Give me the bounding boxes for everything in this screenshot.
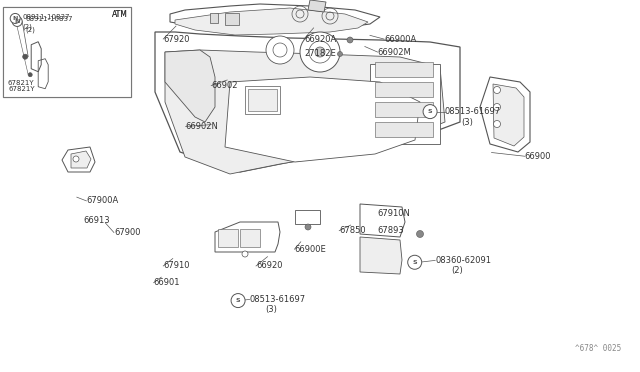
Text: 67900A: 67900A [86,196,118,205]
Text: 66902: 66902 [211,81,237,90]
Polygon shape [308,0,326,12]
Text: 67920: 67920 [163,35,189,44]
FancyBboxPatch shape [3,7,131,97]
Text: 66913: 66913 [83,216,110,225]
Text: 67893: 67893 [378,226,404,235]
Text: 66900A: 66900A [384,35,416,44]
Circle shape [347,37,353,43]
Text: 66920: 66920 [256,262,282,270]
Bar [245,86,280,114]
Text: 67821Y: 67821Y [7,80,34,86]
Text: 08360-62091: 08360-62091 [435,256,492,265]
Circle shape [315,47,325,57]
Text: 08513-61697: 08513-61697 [250,295,306,304]
Polygon shape [170,4,380,32]
Polygon shape [360,204,405,237]
Text: S: S [428,109,433,114]
Text: (2): (2) [25,26,35,33]
Text: S: S [412,260,417,265]
Circle shape [305,224,311,230]
Text: 67900: 67900 [114,228,140,237]
Bar [375,82,433,97]
Text: 66902M: 66902M [378,48,412,57]
Circle shape [10,13,20,23]
Circle shape [242,251,248,257]
Circle shape [266,36,294,64]
Text: (3): (3) [461,118,473,127]
Text: 67910N: 67910N [378,209,410,218]
Polygon shape [62,147,95,172]
Circle shape [300,32,340,72]
Text: 66900: 66900 [525,152,551,161]
Text: 27182E: 27182E [304,49,336,58]
Polygon shape [165,50,215,122]
FancyBboxPatch shape [3,7,131,97]
Text: ATM: ATM [113,10,128,19]
Polygon shape [360,237,402,274]
Polygon shape [155,32,460,172]
Bar [375,122,433,137]
Text: 08911-10837: 08911-10837 [25,16,73,22]
Polygon shape [480,77,530,152]
Text: N: N [13,16,18,21]
Circle shape [231,294,245,308]
Circle shape [12,16,22,26]
Text: 66901: 66901 [154,278,180,287]
Bar [240,229,260,247]
Circle shape [28,73,32,77]
Text: (3): (3) [266,305,278,314]
Circle shape [493,103,500,110]
Bar [248,89,277,111]
Polygon shape [295,210,320,224]
Polygon shape [225,77,420,162]
Polygon shape [493,84,524,146]
Text: (2): (2) [22,23,32,30]
Text: 67821Y: 67821Y [8,86,35,92]
Text: ^678^ 0025: ^678^ 0025 [575,344,621,353]
Text: 66920A: 66920A [304,35,336,44]
Text: 66902N: 66902N [186,122,218,131]
Text: N: N [15,19,20,24]
Text: 67850: 67850 [339,226,366,235]
Circle shape [423,105,437,119]
Text: S: S [236,298,241,303]
Circle shape [493,121,500,128]
Text: ATM: ATM [113,10,128,19]
Circle shape [73,156,79,162]
Circle shape [493,87,500,93]
Bar [210,13,218,23]
Polygon shape [175,8,368,35]
Bar [370,64,440,144]
Polygon shape [165,50,445,174]
Text: 66900E: 66900E [294,245,326,254]
Polygon shape [215,222,280,252]
Bar [375,102,433,117]
Text: 08513-61697: 08513-61697 [445,107,501,116]
Text: (2): (2) [451,266,463,275]
Circle shape [408,255,422,269]
Circle shape [417,231,424,237]
Circle shape [22,54,28,59]
Bar [225,13,239,25]
Bar [218,229,238,247]
Polygon shape [71,151,91,168]
Text: 67910: 67910 [163,262,189,270]
Bar [375,62,433,77]
Circle shape [337,51,342,57]
Text: 08911-10837: 08911-10837 [22,15,70,20]
